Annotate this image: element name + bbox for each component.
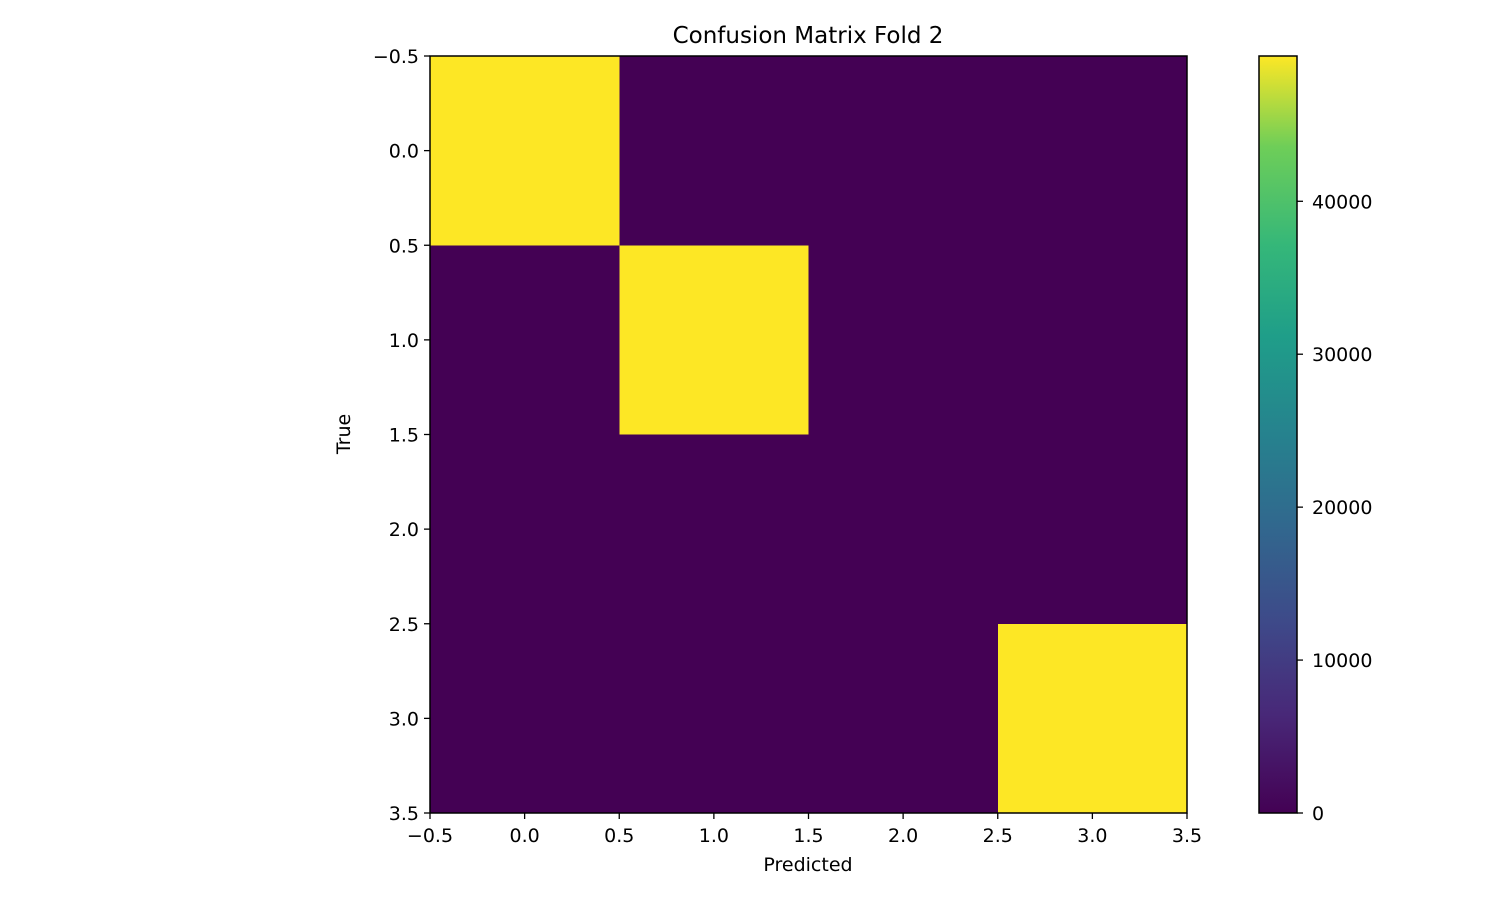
heatmap-cell [997, 434, 1187, 624]
heatmap-cell [808, 56, 998, 246]
y-tick-label: 2.5 [389, 614, 419, 636]
heatmap-cell [997, 245, 1187, 435]
colorbar-tick-label: 0 [1312, 803, 1324, 825]
x-axis-ticks: −0.5 0.0 0.5 1.0 1.5 2.0 2.5 3.0 3.5 [407, 813, 1202, 847]
x-axis-title: Predicted [763, 854, 852, 876]
heatmap-cell [808, 623, 998, 813]
y-tick-label: 3.0 [389, 708, 419, 730]
heatmap-cell [430, 623, 620, 813]
heatmap-cell [997, 623, 1187, 813]
x-tick-label: 3.0 [1077, 825, 1107, 847]
y-tick-label: −0.5 [373, 46, 419, 68]
heatmap-cell [808, 245, 998, 435]
x-tick-label: −0.5 [407, 825, 453, 847]
heatmap-cell [430, 245, 620, 435]
heatmap-cells [430, 56, 1187, 813]
heatmap-cell [430, 56, 620, 246]
heatmap-cell [808, 434, 998, 624]
y-tick-label: 3.5 [389, 803, 419, 825]
heatmap-cell [619, 623, 809, 813]
heatmap-cell [997, 56, 1187, 246]
chart-title: Confusion Matrix Fold 2 [673, 23, 944, 49]
y-tick-label: 0.0 [389, 141, 419, 163]
colorbar-tick-label: 10000 [1312, 650, 1372, 672]
colorbar-tick-label: 40000 [1312, 191, 1372, 213]
y-tick-label: 1.0 [389, 330, 419, 352]
x-tick-label: 0.0 [510, 825, 540, 847]
x-tick-label: 2.0 [888, 825, 918, 847]
colorbar-tick-label: 30000 [1312, 344, 1372, 366]
y-axis-ticks: −0.5 0.0 0.5 1.0 1.5 2.0 2.5 3.0 3.5 [373, 46, 430, 825]
heatmap-cell [430, 434, 620, 624]
heatmap-cell [619, 434, 809, 624]
x-tick-label: 1.0 [699, 825, 729, 847]
x-tick-label: 3.5 [1172, 825, 1202, 847]
colorbar-ticks: 0 10000 20000 30000 40000 [1297, 191, 1372, 825]
colorbar [1258, 55, 1298, 814]
y-tick-label: 2.0 [389, 519, 419, 541]
y-axis-title: True [333, 414, 355, 455]
x-tick-label: 0.5 [604, 825, 634, 847]
x-tick-label: 2.5 [983, 825, 1013, 847]
heatmap-cell [619, 245, 809, 435]
y-tick-label: 0.5 [389, 235, 419, 257]
x-tick-label: 1.5 [793, 825, 823, 847]
colorbar-tick-label: 20000 [1312, 497, 1372, 519]
y-tick-label: 1.5 [389, 425, 419, 447]
heatmap-cell [619, 56, 809, 246]
